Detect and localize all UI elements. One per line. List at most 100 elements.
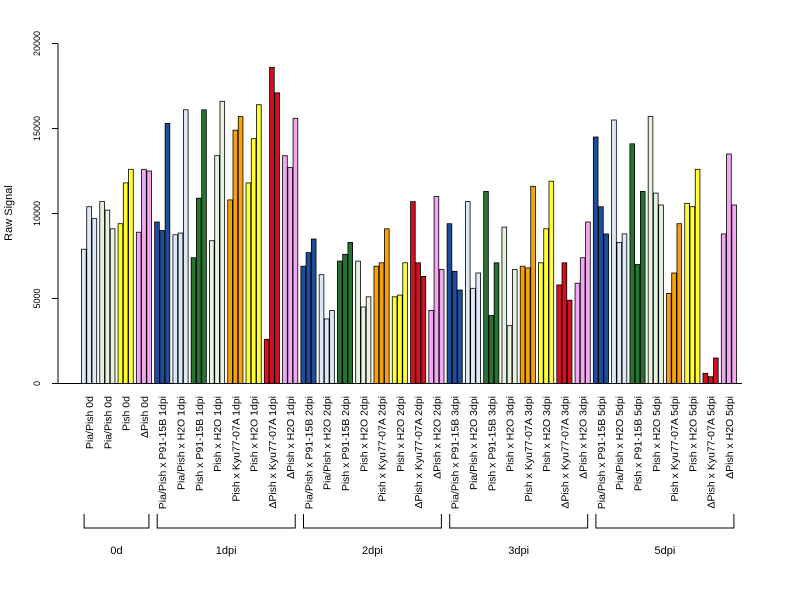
bar xyxy=(720,233,727,384)
bar xyxy=(488,315,495,384)
bar xyxy=(391,296,398,384)
bar xyxy=(574,282,581,384)
bar xyxy=(219,100,226,384)
bar xyxy=(360,306,367,384)
bar xyxy=(543,228,549,384)
bar xyxy=(292,117,299,384)
bar xyxy=(263,338,270,384)
bar xyxy=(86,206,92,384)
x-tick-label: ΔPish x Kyu77-07A 2dpi xyxy=(413,396,425,509)
x-tick-label: Pia/Pish x H2O 5dpi xyxy=(614,396,626,490)
x-tick-label: Pish x P91-15B 5dpi xyxy=(633,396,645,491)
group-brackets: 0d 1dpi 2dpi 3dpi 5dpi xyxy=(83,514,735,557)
bar xyxy=(256,104,262,384)
bar xyxy=(91,218,98,384)
bar xyxy=(428,309,434,384)
bar xyxy=(373,265,380,384)
group-label: 3dpi xyxy=(508,545,529,557)
group-bracket xyxy=(449,514,589,529)
bar xyxy=(464,201,471,384)
y-tick-label: 15000 xyxy=(32,116,42,141)
bar xyxy=(245,182,252,384)
bar xyxy=(470,287,476,384)
bar xyxy=(603,233,609,384)
bar xyxy=(196,197,202,384)
bar xyxy=(135,231,142,384)
bar xyxy=(227,199,233,384)
x-tick-label: Pia/Pish x P91-15B 2dpi xyxy=(303,396,315,509)
bar xyxy=(629,143,636,384)
bar xyxy=(501,226,508,384)
bar xyxy=(250,138,257,384)
bar xyxy=(457,289,463,384)
bar xyxy=(128,168,134,384)
y-axis: 0 5000 10000 15000 20000 xyxy=(32,31,59,386)
bar xyxy=(201,109,207,384)
bar xyxy=(726,153,732,384)
bar xyxy=(415,262,421,384)
x-tick-label: Pish x H2O 1dpi xyxy=(249,396,261,472)
y-axis-label: Raw Signal xyxy=(3,185,15,241)
bar xyxy=(190,257,197,384)
bar xyxy=(548,180,555,384)
bar xyxy=(689,206,696,384)
group-bracket xyxy=(303,514,442,529)
x-tick-label: Pish x H2O 1dpi xyxy=(212,396,224,472)
bar xyxy=(707,376,714,384)
x-tick-label: Pish x Kyu77-07A 2dpi xyxy=(377,396,389,502)
x-tick-label: Pish x H2O 3dpi xyxy=(541,396,553,472)
x-tick-label: ΔPish 0d xyxy=(139,396,151,438)
bar xyxy=(658,204,664,384)
bar xyxy=(512,269,518,384)
bar xyxy=(347,241,354,384)
bar xyxy=(269,66,275,384)
x-tick-label: Pish x H2O 3dpi xyxy=(505,396,517,472)
bar xyxy=(585,221,591,384)
bar xyxy=(592,136,599,384)
bar xyxy=(410,201,416,384)
x-tick-label: ΔPish x Kyu77-07A 1dpi xyxy=(267,396,279,509)
bar xyxy=(621,233,628,384)
y-tick-label: 10000 xyxy=(32,201,42,226)
bar xyxy=(684,202,690,384)
bar xyxy=(287,167,293,384)
bar xyxy=(329,309,335,384)
bar xyxy=(355,260,361,384)
bar xyxy=(438,269,445,384)
group-bracket xyxy=(156,514,296,529)
bar xyxy=(616,241,622,384)
x-tick-label: Pia/Pish x H2O 1dpi xyxy=(176,396,188,490)
bar xyxy=(337,260,343,384)
bar xyxy=(420,275,427,384)
x-tick-label: Pish x Kyu77-07A 3dpi xyxy=(523,396,535,502)
group-label: 5dpi xyxy=(655,545,676,557)
bar xyxy=(318,274,325,384)
bar xyxy=(274,92,280,384)
bar xyxy=(640,190,646,384)
bar xyxy=(676,223,683,384)
bar xyxy=(154,221,160,384)
bar xyxy=(305,252,312,384)
bar xyxy=(566,299,573,384)
bar xyxy=(713,357,719,384)
x-tick-label: Pia/Pish x H2O 3dpi xyxy=(468,396,480,490)
y-tick-label: 20000 xyxy=(32,31,42,56)
bar xyxy=(519,265,526,384)
bar xyxy=(731,204,737,384)
x-tick-label: Pia/Pish x P91-15B 5dpi xyxy=(596,396,608,509)
bar xyxy=(172,234,178,384)
bar xyxy=(237,116,244,384)
bar xyxy=(694,168,701,384)
y-tick-label: 0 xyxy=(32,381,42,386)
group-bracket xyxy=(595,514,735,529)
bar xyxy=(397,294,403,384)
bar xyxy=(342,253,348,384)
bar xyxy=(384,228,390,384)
bar xyxy=(446,223,453,384)
x-tick-label: Pish x H2O 5dpi xyxy=(651,396,663,472)
bar xyxy=(159,230,165,384)
bars xyxy=(81,66,737,384)
bar xyxy=(598,206,604,384)
bar xyxy=(310,238,317,384)
x-tick-labels: Pia/Pish 0d Pia/Pish 0d Pish 0d ΔPish 0d Pia… xyxy=(84,396,736,509)
